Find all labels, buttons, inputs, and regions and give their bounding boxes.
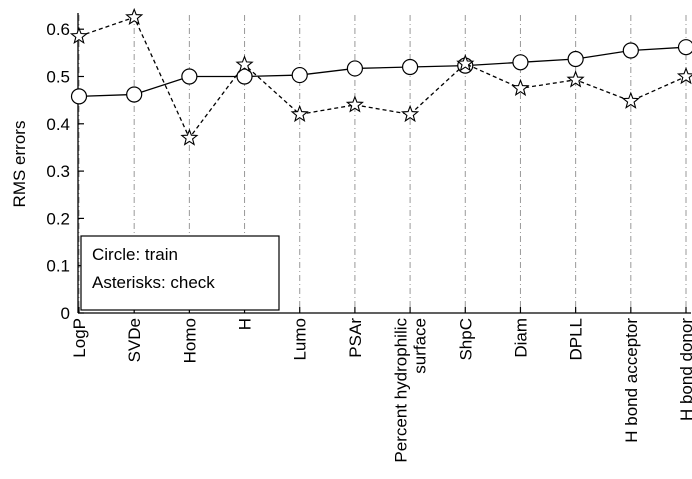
x-tick-label: H <box>236 318 255 330</box>
point-check <box>566 70 585 88</box>
x-tick-label: surface <box>411 318 430 374</box>
point-check <box>69 26 89 45</box>
point-train <box>567 50 584 68</box>
y-axis-label: RMS errors <box>10 121 29 208</box>
point-check <box>401 104 420 123</box>
point-train <box>236 68 253 85</box>
x-ticks: LogP SVDe Homo H Lumo PSAr Percent hydrophilic… <box>70 307 692 463</box>
y-tick-label: 0.3 <box>46 162 70 181</box>
point-train <box>181 68 198 85</box>
y-tick-label: 0 <box>61 304 70 323</box>
x-tick-label: ShpC <box>456 318 475 361</box>
x-tick-label: PSAr <box>346 318 365 358</box>
point-check <box>180 128 199 146</box>
series <box>69 7 692 146</box>
x-tick-label: Percent hydrophilic <box>392 318 411 463</box>
x-tick-label: H bond acceptor <box>622 318 641 443</box>
point-train <box>677 39 692 56</box>
point-train <box>401 58 419 76</box>
point-train <box>346 60 364 77</box>
legend-box <box>80 235 280 311</box>
legend-entry-train: Circle: train <box>92 245 178 264</box>
point-train <box>512 54 529 71</box>
point-train <box>622 42 639 59</box>
series-line-train <box>78 46 687 98</box>
legend-entry-check: Asterisks: check <box>92 273 215 292</box>
point-train <box>126 86 143 103</box>
point-check <box>290 104 309 123</box>
x-tick-label: DPLL <box>567 318 586 361</box>
point-check <box>235 55 254 73</box>
series-line-check <box>78 16 687 140</box>
point-check <box>456 54 475 72</box>
y-ticks: 0 0.1 0.2 0.3 0.4 0.5 0.6 <box>46 20 84 323</box>
x-tick-label: Lumo <box>291 318 310 361</box>
point-check <box>511 78 530 97</box>
x-tick-label: LogP <box>70 318 89 358</box>
x-tick-label: SVDe <box>125 318 144 362</box>
point-check <box>621 91 640 109</box>
axes <box>77 13 691 314</box>
x-tick-label: H bond donor <box>677 318 692 421</box>
x-tick-label: Diam <box>511 318 530 358</box>
y-tick-label: 0.2 <box>46 209 70 228</box>
legend: Circle: train Asterisks: check <box>80 235 280 311</box>
point-check <box>125 7 144 26</box>
point-train <box>291 66 308 84</box>
point-train <box>70 88 88 105</box>
y-tick-label: 0.4 <box>46 115 70 134</box>
point-check <box>345 95 364 113</box>
y-tick-label: 0.5 <box>46 67 70 86</box>
y-tick-label: 0.1 <box>46 257 70 276</box>
point-check <box>676 66 692 85</box>
y-tick-label: 0.6 <box>46 20 70 39</box>
x-tick-label: Homo <box>180 318 199 363</box>
